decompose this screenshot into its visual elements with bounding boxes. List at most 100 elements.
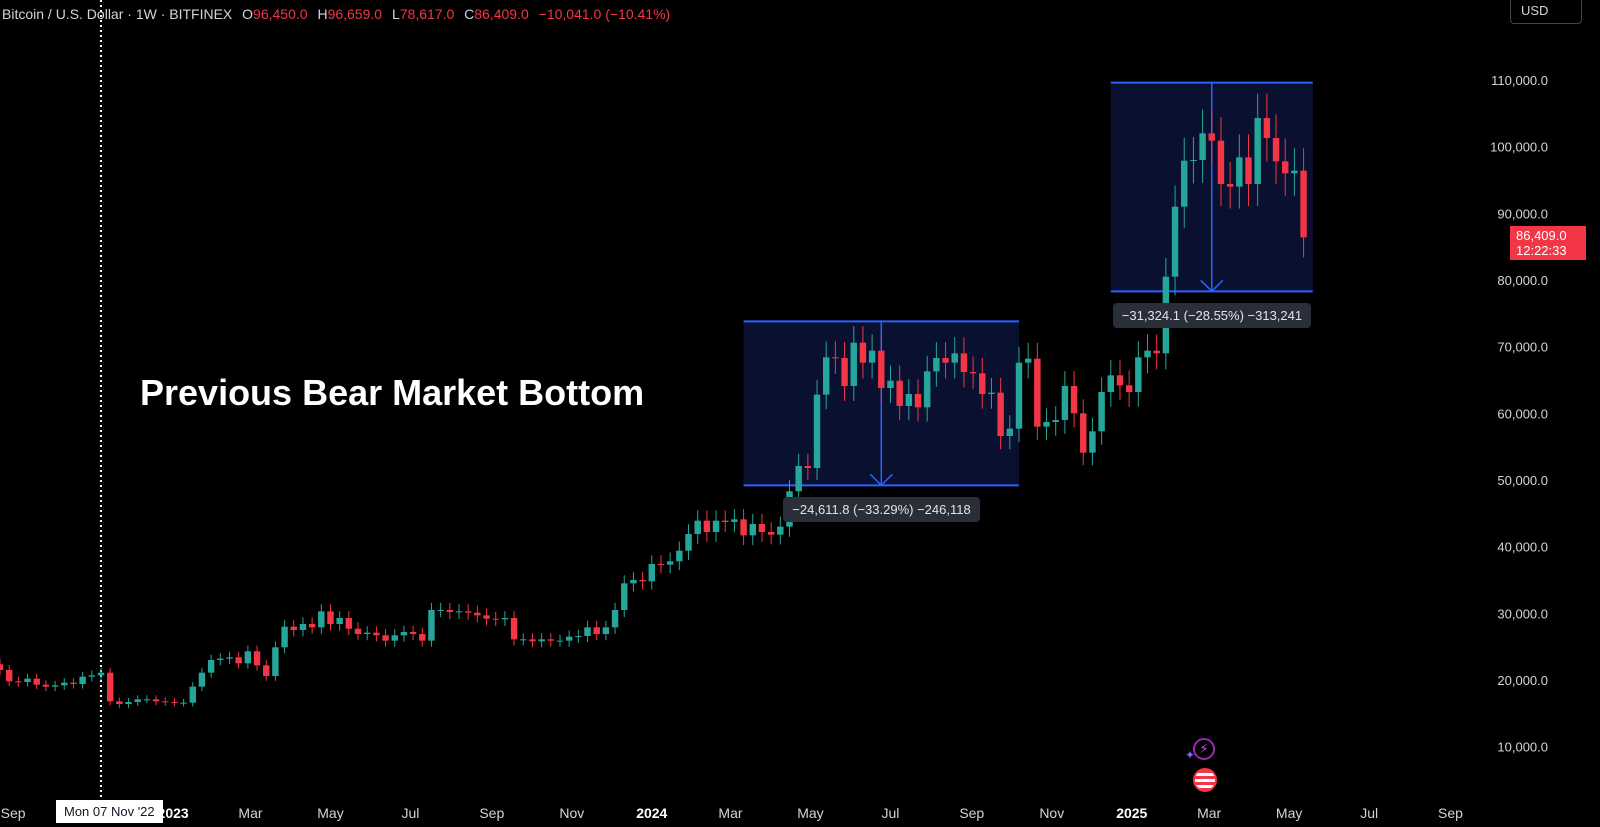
measure-label-1[interactable]: −24,611.8 (−33.29%) −246,118 <box>783 497 980 523</box>
candle-body <box>1217 140 1225 184</box>
candle-body <box>777 526 784 535</box>
sparkle-icon: ✦ <box>1185 748 1196 762</box>
candle-body <box>1190 160 1197 161</box>
candle-body <box>722 520 729 522</box>
candle-body <box>584 627 591 636</box>
candle-body <box>253 651 261 666</box>
candle-body <box>391 635 398 641</box>
candle-body <box>5 670 13 682</box>
candle-body <box>832 357 839 359</box>
candle-body <box>1107 375 1115 392</box>
candle-body <box>235 657 242 664</box>
candle-body <box>621 583 628 610</box>
bar-countdown: 12:22:33 <box>1516 243 1567 259</box>
lightning-icon[interactable]: ⚡ <box>1193 738 1215 760</box>
candle-body <box>143 699 151 701</box>
candle-body <box>1171 206 1179 277</box>
candle-body <box>740 519 747 536</box>
candle-body <box>1034 358 1041 427</box>
candle-body <box>437 610 444 611</box>
candle-body <box>795 466 802 492</box>
candle-body <box>474 612 481 616</box>
x-tick-label: May <box>1276 805 1302 821</box>
candle-body <box>749 524 756 536</box>
candle-body <box>1043 422 1050 427</box>
candle-body <box>1116 375 1124 386</box>
candle-body <box>731 519 738 522</box>
candle-body <box>226 657 233 659</box>
candle-body <box>455 611 463 613</box>
x-tick-label: 2024 <box>636 805 667 821</box>
candle-body <box>611 610 619 628</box>
change-value: −10,041.0 (−10.41%) <box>538 6 671 22</box>
candle-body <box>538 639 545 642</box>
high-label: H <box>317 6 328 22</box>
y-tick-label: 40,000.0 <box>1497 540 1548 555</box>
x-tick-label: Nov <box>559 805 584 821</box>
y-tick-label: 20,000.0 <box>1497 673 1548 688</box>
candle-body <box>162 701 169 703</box>
candle-body <box>272 647 279 676</box>
candle-body <box>878 350 885 388</box>
y-tick-label: 30,000.0 <box>1497 606 1548 621</box>
candle-body <box>180 702 187 704</box>
candle-body <box>1080 413 1087 453</box>
candle-body <box>593 627 600 634</box>
x-tick-label: May <box>317 805 343 821</box>
candle-body <box>1153 350 1160 354</box>
candle-body <box>685 534 692 551</box>
x-tick-label: Sep <box>1438 805 1463 821</box>
candle-body <box>1300 170 1307 238</box>
candle-body <box>363 632 371 634</box>
candle-body <box>666 561 674 565</box>
candle-body <box>767 532 775 535</box>
candle-body <box>951 353 958 363</box>
candle-body <box>42 684 50 687</box>
candle-body <box>510 618 518 640</box>
candle-body <box>648 564 656 582</box>
x-tick-label: 2023 <box>158 805 189 821</box>
symbol-header: Bitcoin / U.S. Dollar · 1W · BITFINEX O9… <box>2 6 670 22</box>
measure-label-2[interactable]: −31,324.1 (−28.55%) −313,241 <box>1112 303 1312 329</box>
candle-body <box>813 394 821 468</box>
candle-body <box>0 664 4 670</box>
candle-body <box>1052 420 1059 422</box>
candle-body <box>217 658 224 660</box>
annotation-text[interactable]: Previous Bear Market Bottom <box>140 372 645 413</box>
x-tick-label: Jul <box>1360 805 1378 821</box>
x-tick-label: Sep <box>479 805 504 821</box>
candle-body <box>354 628 362 634</box>
candle-body <box>676 550 683 562</box>
y-tick-label: 50,000.0 <box>1497 473 1548 488</box>
candle-body <box>1135 357 1142 392</box>
candle-body <box>1263 118 1271 138</box>
y-tick-label: 10,000.0 <box>1497 740 1548 755</box>
candle-body <box>409 632 417 634</box>
x-tick-label: Jul <box>402 805 420 821</box>
y-tick-label: 80,000.0 <box>1497 273 1548 288</box>
candle-body <box>630 580 637 584</box>
candle-body <box>859 342 867 363</box>
candle-body <box>887 380 894 388</box>
candle-body <box>703 520 711 532</box>
candle-body <box>822 357 830 395</box>
candle-body <box>207 660 215 673</box>
candle-body <box>969 372 977 374</box>
candle-body <box>841 358 848 386</box>
candle-body <box>336 618 343 624</box>
currency-selector[interactable]: USD <box>1510 0 1582 24</box>
candle-body <box>896 380 903 406</box>
candle-body <box>575 636 582 637</box>
candle-body <box>263 665 270 676</box>
candle-body <box>125 702 132 704</box>
candle-body <box>1226 184 1234 187</box>
candle-body <box>51 685 59 687</box>
candle-body <box>244 651 252 664</box>
candle-body <box>24 678 31 682</box>
us-flag-icon[interactable] <box>1193 768 1217 792</box>
measure-arrow-head <box>869 473 893 487</box>
high-value: 96,659.0 <box>327 6 383 22</box>
x-tick-label: Sep <box>959 805 984 821</box>
candle-body <box>189 686 196 703</box>
